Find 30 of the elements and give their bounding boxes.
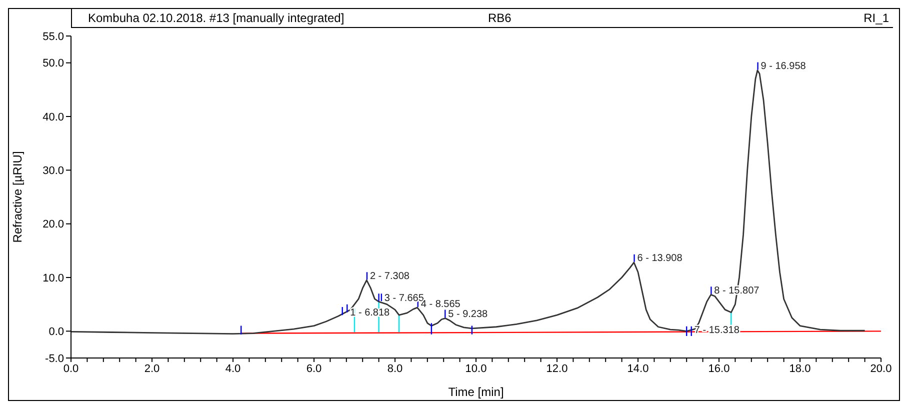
y-tick-label: 0.0: [48, 326, 64, 338]
annotation: 9 - 16.958: [760, 61, 806, 72]
y-tick-label: 40.0: [42, 111, 64, 124]
x-tick-label: 0.0: [63, 362, 79, 375]
y-tick-label: 55.0: [42, 30, 64, 43]
text: RI_1: [862, 11, 890, 25]
x-axis-title: Time [min]: [448, 385, 504, 399]
x-tick-label: 12.0: [546, 362, 568, 375]
annotation: 6 - 13.908: [637, 253, 683, 264]
x-tick-label: 8.0: [387, 362, 403, 375]
x-tick-label: 10.0: [465, 362, 487, 375]
y-tick-label: 30.0: [42, 165, 64, 178]
x-tick-label: 6.0: [306, 362, 322, 375]
x-tick-label: 16.0: [708, 362, 730, 375]
line-series: [71, 70, 866, 335]
x-tick-label: 2.0: [144, 362, 160, 375]
x-tick-label: 4.0: [225, 362, 241, 375]
annotation: 2 - 7.308: [370, 270, 410, 282]
text: RB6: [488, 11, 512, 25]
y-tick-label: -5.0: [45, 352, 64, 365]
chart-title: Kombuha 02.10.2018. #13 [manually integrated]: [87, 11, 346, 25]
x-tick-label: 14.0: [627, 362, 649, 375]
y-tick-label: 10.0: [42, 272, 64, 284]
x-tick-label: 18.0: [789, 362, 811, 375]
y-tick-label: 20.0: [42, 218, 64, 231]
y-axis-title: Refractive [µRIU]: [10, 151, 24, 243]
y-tick-label: 50.0: [42, 58, 64, 70]
annotation: 5 - 9.238: [448, 308, 488, 320]
annotation: 4 - 8.565: [420, 298, 461, 310]
x-tick-label: 20.0: [870, 362, 892, 375]
